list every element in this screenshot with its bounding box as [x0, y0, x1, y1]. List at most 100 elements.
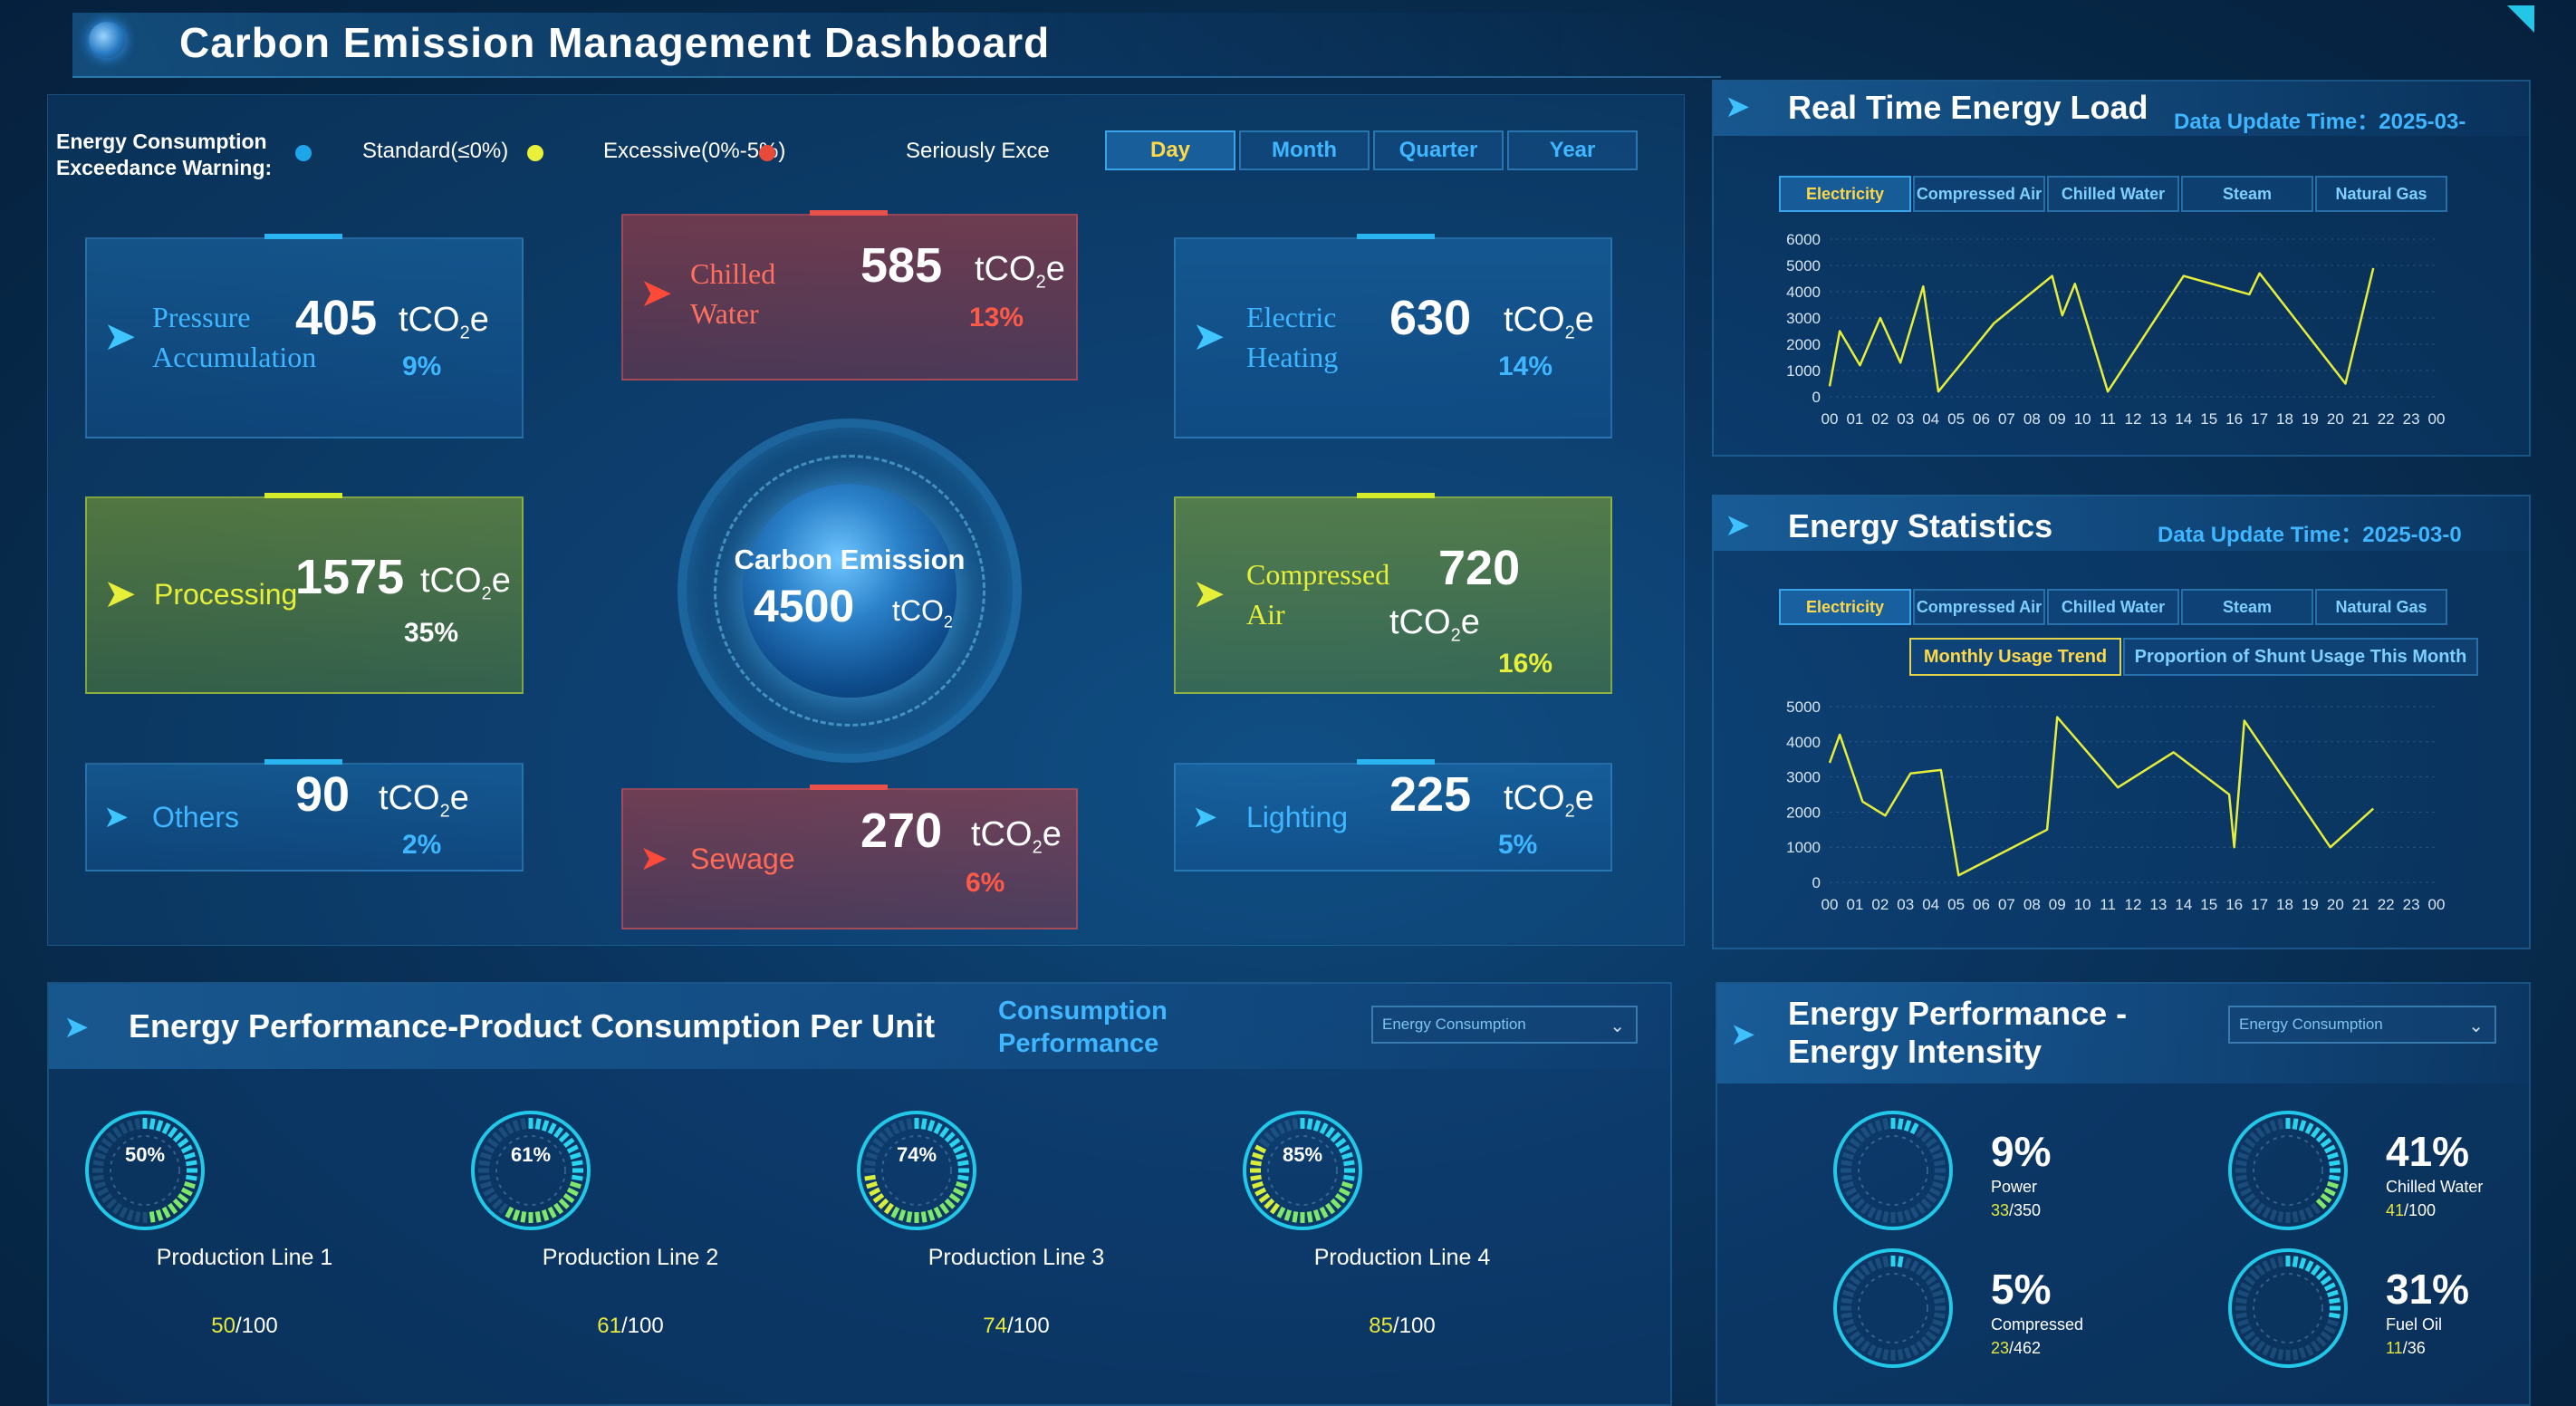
gauge-tick: [869, 1144, 881, 1154]
card-compressed-air[interactable]: ➤ Compressed Air 720 tCO2e 16%: [1174, 493, 1612, 694]
gauge-tick: [1867, 1206, 1877, 1218]
x-tick-label: 14: [2175, 896, 2192, 913]
gauge-tick: [1343, 1160, 1355, 1167]
stat-tab-steam[interactable]: Steam: [2181, 589, 2313, 625]
gauge-tick: [955, 1180, 967, 1189]
x-tick-label: 10: [2074, 896, 2091, 913]
rt-tab-natural-gas[interactable]: Natural Gas: [2315, 176, 2447, 212]
legend-serious: Seriously Exce: [906, 139, 1050, 163]
gauge-tick: [480, 1151, 493, 1160]
gauge-tick: [1909, 1260, 1919, 1273]
gauge-tick: [1306, 1211, 1313, 1223]
gauge-tick: [101, 1193, 113, 1204]
gauge-ring: [85, 1111, 205, 1230]
gauge-tick: [1319, 1206, 1329, 1218]
tab-monthly-usage-trend[interactable]: Monthly Usage Trend: [1909, 638, 2121, 676]
card-lighting[interactable]: ➤ Lighting 225 tCO2e 5%: [1174, 759, 1612, 872]
rt-tab-electricity[interactable]: Electricity: [1779, 176, 1911, 212]
gauge-tick: [2329, 1297, 2341, 1305]
gauge-tick: [1909, 1343, 1919, 1356]
x-tick-label: 23: [2403, 410, 2420, 428]
gauge-tick: [183, 1180, 196, 1189]
x-tick-label: 07: [1998, 410, 2015, 428]
y-tick-label: 4000: [1786, 734, 1821, 751]
rt-tab-chilled-water[interactable]: Chilled Water: [2047, 176, 2179, 212]
x-tick-label: 20: [2327, 896, 2344, 913]
product-consumption-title: Energy Performance-Product Consumption P…: [129, 1007, 936, 1045]
x-tick-label: 21: [2352, 410, 2369, 428]
card-value: 90: [295, 767, 351, 822]
gauge-tick: [1330, 1132, 1341, 1143]
chevron-right-icon: ➤: [639, 840, 668, 878]
card-others[interactable]: ➤ Others 90 tCO2e 2%: [85, 759, 524, 872]
intensity-ring: [2228, 1248, 2348, 1368]
ring-outline: [2228, 1111, 2348, 1230]
tab-shunt-usage-proportion[interactable]: Proportion of Shunt Usage This Month: [2123, 638, 2478, 676]
x-tick-label: 19: [2302, 410, 2319, 428]
rt-tab-steam[interactable]: Steam: [2181, 176, 2313, 212]
gauge-tick: [883, 1126, 894, 1139]
card-percent: 16%: [1498, 649, 1553, 679]
gauge-tick: [2304, 1343, 2314, 1356]
x-tick-label: 12: [2125, 410, 2142, 428]
gauge-tick: [872, 1193, 885, 1204]
gauge-tick: [2244, 1275, 2256, 1286]
gauge-tick: [1925, 1331, 1937, 1342]
stat-tab-natural-gas[interactable]: Natural Gas: [2315, 589, 2447, 625]
rt-tab-compressed-air[interactable]: Compressed Air: [1913, 176, 2045, 212]
gauge-tick: [1867, 1260, 1877, 1273]
x-tick-label: 04: [1922, 410, 1939, 428]
x-tick-label: 08: [2023, 410, 2041, 428]
gauge-tick: [883, 1202, 894, 1215]
gauge-tick: [155, 1120, 164, 1132]
gauge-tick: [2244, 1193, 2256, 1204]
gauge-tick: [2329, 1160, 2341, 1167]
legend-excessive-dot: [527, 145, 543, 161]
warning-label: Energy Consumption Exceedance Warning:: [56, 130, 273, 179]
statistics-title: Energy Statistics: [1788, 507, 2053, 544]
gauge-tick: [101, 1137, 113, 1148]
gauge-tick: [172, 1132, 184, 1143]
gauge-tick: [2240, 1282, 2253, 1292]
card-value: 720: [1438, 541, 1521, 595]
y-tick-label: 3000: [1786, 769, 1821, 786]
card-chilled-water[interactable]: ➤ Chilled Water 585 tCO2e 13%: [621, 210, 1078, 380]
stat-tab-electricity[interactable]: Electricity: [1779, 589, 1911, 625]
card-sewage[interactable]: ➤ Sewage 270 tCO2e 6%: [621, 785, 1078, 929]
card-unit: tCO2e: [971, 815, 1062, 858]
tab-year[interactable]: Year: [1507, 130, 1638, 170]
gauge-tick: [2311, 1340, 2321, 1353]
stat-tab-chilled-water[interactable]: Chilled Water: [2047, 589, 2179, 625]
tab-day[interactable]: Day: [1105, 130, 1235, 170]
stat-tab-compressed-air[interactable]: Compressed Air: [1913, 589, 2045, 625]
line-name: Production Line 1: [156, 1245, 333, 1270]
gauge-tick: [168, 1126, 178, 1139]
energy-intensity-title: Energy Performance - Energy Intensity: [1788, 995, 2128, 1070]
y-tick-label: 0: [1812, 874, 1821, 891]
product-consumption-select[interactable]: Energy Consumption ⌄: [1371, 1006, 1638, 1044]
card-pressure-accumulation[interactable]: ➤ Pressure Accumulation 405 tCO2e 9%: [85, 234, 524, 438]
gauge-tick: [1916, 1202, 1927, 1215]
gauge-tick: [2269, 1209, 2278, 1221]
gauge-tick: [1845, 1324, 1858, 1334]
gauge-tick: [1845, 1282, 1858, 1292]
gauge-tick: [2320, 1193, 2332, 1204]
gauge-tick: [2277, 1256, 2284, 1267]
gauge-tick: [1841, 1297, 1852, 1305]
y-tick-label: 4000: [1786, 284, 1821, 301]
y-tick-label: 0: [1812, 389, 1821, 406]
gauge-tick: [547, 1122, 557, 1135]
ring-outline: [2228, 1248, 2348, 1368]
gauge-tick: [1882, 1211, 1889, 1223]
tab-quarter[interactable]: Quarter: [1373, 130, 1504, 170]
gauge-tick: [2326, 1289, 2339, 1298]
card-electric-heating[interactable]: ➤ Electric Heating 630 tCO2e 14%: [1174, 234, 1612, 438]
card-percent: 2%: [402, 830, 442, 860]
gauge-tick: [2326, 1151, 2339, 1160]
gauge-tick: [161, 1122, 171, 1135]
energy-intensity-select[interactable]: Energy Consumption ⌄: [2228, 1006, 2496, 1044]
tab-month[interactable]: Month: [1239, 130, 1370, 170]
gauge-tick: [2277, 1118, 2284, 1130]
gauge-tick: [486, 1193, 499, 1204]
card-processing[interactable]: ➤ Processing 1575 tCO2e 35%: [85, 493, 524, 694]
